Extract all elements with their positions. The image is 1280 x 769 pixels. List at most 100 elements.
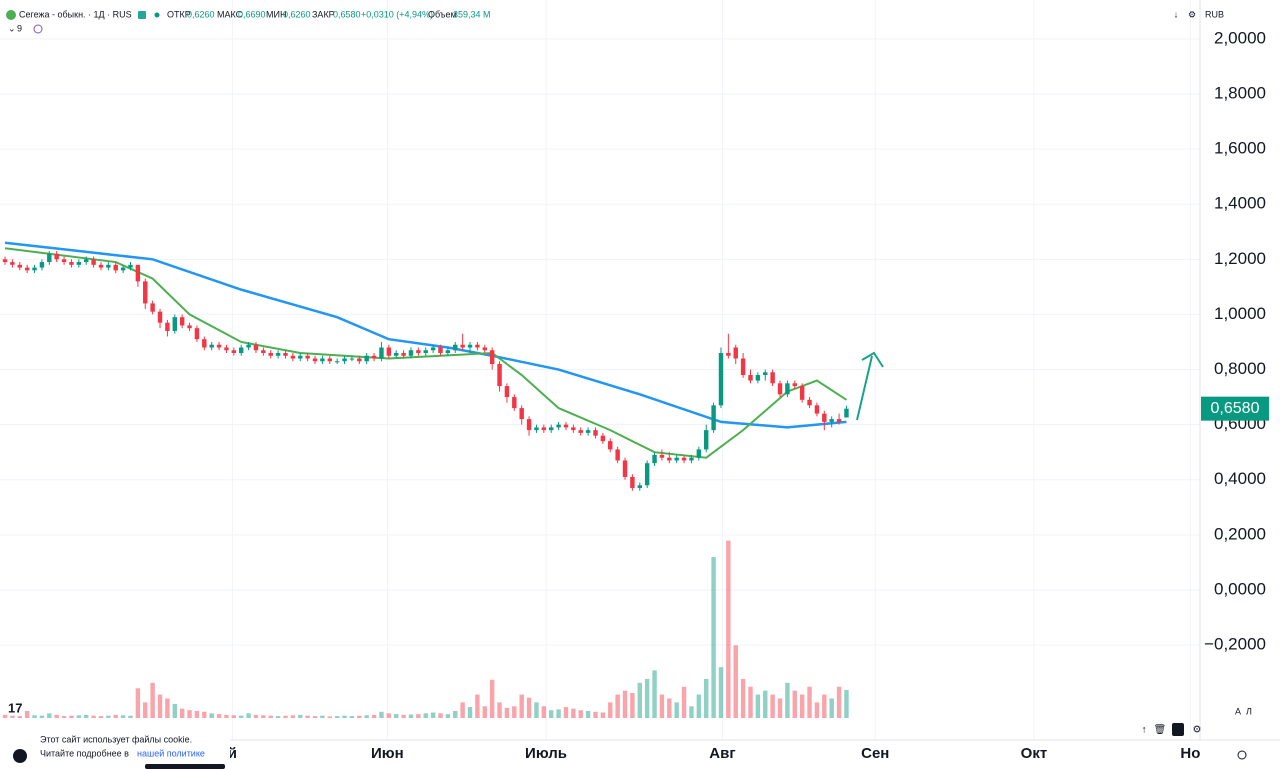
candle-body [47, 253, 52, 263]
y-tick-label: 0,4000 [1214, 469, 1266, 488]
x-tick-label: Авг [709, 745, 735, 762]
collapse[interactable]: ⌄ [8, 23, 16, 33]
y-tick-label: 0,2000 [1214, 524, 1266, 543]
volume-bar [637, 682, 642, 718]
candle-body [497, 364, 502, 387]
volume-bar [622, 690, 628, 718]
candle-body [608, 441, 613, 450]
candle-body [334, 361, 340, 363]
volume-bar [534, 702, 539, 718]
volume-bar [430, 712, 436, 718]
settings[interactable]: ⚙ [1188, 9, 1196, 19]
lock[interactable] [1172, 723, 1184, 736]
settings-button[interactable] [1237, 750, 1247, 760]
candle-body [61, 259, 67, 263]
volume: 359,34 M [453, 9, 491, 19]
candle-body [157, 311, 163, 323]
volume-bar [667, 698, 672, 718]
candle-body [770, 372, 775, 384]
volume-bar [24, 710, 30, 718]
download[interactable]: ↓ [1174, 9, 1179, 19]
candle-body [165, 322, 170, 331]
volume-bar [268, 715, 273, 718]
indicator-icon[interactable] [33, 24, 43, 34]
currency[interactable]: RUB [1205, 9, 1224, 19]
candle-body [822, 413, 827, 422]
volume-bar [408, 714, 414, 718]
price-tag-label: 0,6580 [1211, 400, 1260, 417]
settings[interactable]: ⚙ [1193, 725, 1202, 736]
candle-body [836, 419, 842, 422]
open-label: ОТКР [167, 9, 191, 19]
candle-body [556, 424, 561, 428]
log-scale[interactable]: Л [1246, 706, 1252, 716]
volume-bar [231, 715, 237, 718]
volume-bar [740, 678, 746, 718]
open: 0,6260 [187, 9, 215, 19]
volume-bar [216, 714, 222, 718]
candle-body [755, 375, 761, 381]
y-tick-label: 1,6000 [1214, 139, 1266, 158]
volume-bar [253, 714, 259, 718]
candle-body [98, 264, 104, 268]
cookie-icon [13, 749, 27, 763]
y-tick-label: −0,2000 [1204, 635, 1266, 654]
volume-bar [681, 686, 687, 718]
auto-scale[interactable]: A [1235, 706, 1241, 716]
scroll-up[interactable]: ↑ [1142, 725, 1147, 736]
candle-body [91, 259, 96, 265]
low-label: МИН [266, 9, 286, 19]
grid [0, 0, 1200, 740]
volume-bar [836, 686, 842, 718]
cookie-button[interactable] [145, 764, 225, 769]
candle-body [467, 344, 473, 348]
indicator-count: 9 [17, 23, 22, 33]
candle-body [489, 350, 495, 365]
volume-bar [224, 714, 229, 718]
volume-bar [17, 716, 22, 718]
candle-body [113, 264, 118, 271]
volume-bar [209, 713, 214, 718]
candle-body [128, 264, 133, 268]
volume-bar [416, 714, 421, 718]
x-tick-label: Июн [371, 745, 404, 762]
y-tick-label: 1,8000 [1214, 83, 1266, 102]
volume-bar [438, 713, 443, 718]
candle-body [689, 457, 694, 461]
cookie-link[interactable]: нашей политике [137, 748, 205, 758]
volume-bar [512, 706, 517, 718]
candle-body [261, 350, 266, 353]
high-label: МАКС [217, 9, 243, 19]
volume-bar [305, 715, 310, 718]
candle-body [120, 267, 126, 271]
candle-body [371, 355, 377, 359]
candle-body [76, 262, 82, 265]
candle-body [652, 454, 657, 464]
candle-body [667, 457, 672, 461]
volume-bar [482, 706, 487, 718]
volume-bar [489, 679, 495, 718]
volume-bar [526, 697, 532, 718]
volume-bar [179, 708, 185, 718]
candle-body [194, 328, 200, 340]
volume-bar [342, 715, 347, 718]
volume-bar [674, 702, 679, 718]
candle-body [172, 317, 177, 331]
volume-bar [2, 714, 8, 718]
volume-bar [659, 694, 665, 718]
candle-body [209, 344, 214, 348]
volume-bar [371, 714, 377, 718]
candle-body [578, 430, 583, 433]
volume-bar [69, 715, 74, 718]
volume-bar [748, 686, 753, 718]
trash[interactable]: 🗑 [1154, 724, 1167, 736]
candle-body [298, 355, 303, 359]
x-tick-label: Но [1180, 745, 1200, 762]
volume-bar [733, 645, 738, 718]
y-tick-label: 2,0000 [1214, 28, 1266, 47]
volume-bar [320, 715, 325, 718]
volume-bar [799, 694, 805, 718]
candle-body [571, 427, 576, 431]
candle-body [585, 430, 591, 433]
